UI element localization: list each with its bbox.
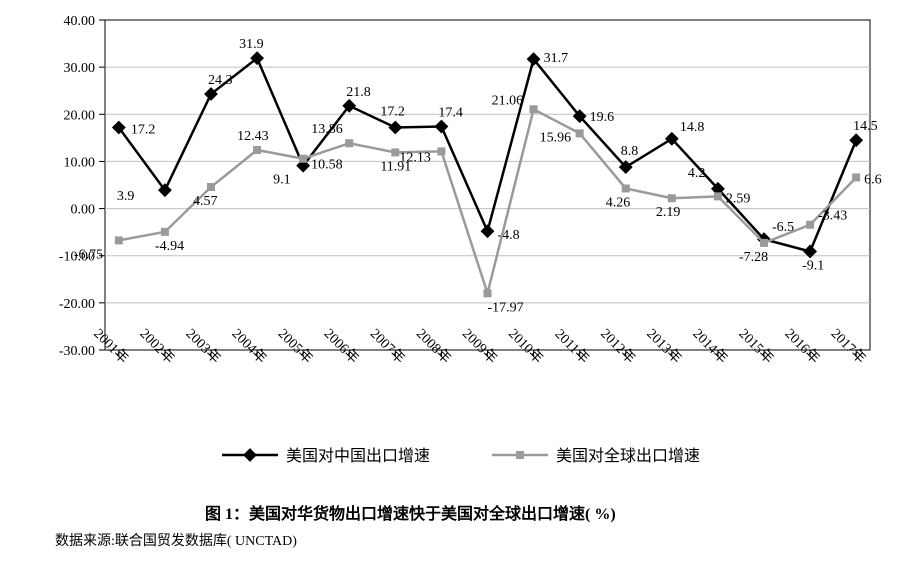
y-tick-label: 20.00 [64,108,96,123]
data-label: 19.6 [590,110,615,125]
caption-text: 美国对华货物出口增速快于美国对全球出口增速( %) [249,506,616,523]
data-label: 24.3 [208,73,233,88]
square-marker [115,236,123,244]
square-marker [161,228,169,236]
data-label: -17.97 [488,300,524,315]
diamond-marker [803,245,817,259]
data-label: 12.43 [237,129,269,144]
x-tick-label: 2014年 [689,326,730,367]
data-label: 2.19 [656,205,681,220]
square-marker [714,192,722,200]
data-label: 17.2 [131,122,156,137]
square-marker [345,139,353,147]
data-label: 6.6 [864,172,882,187]
source-label: 数据来源: [55,534,115,549]
square-marker [668,194,676,202]
square-marker [576,129,584,137]
x-tick-label: 2002年 [136,326,177,367]
figure-container: 40.0030.0020.0010.000.00-10.00-20.00-30.… [0,0,899,567]
data-label: 10.58 [311,158,343,173]
data-label: 21.8 [346,85,371,100]
square-marker [530,105,538,113]
square-marker [484,289,492,297]
y-tick-label: -30.00 [59,344,95,359]
data-label: 4.57 [193,194,218,209]
diamond-marker [849,133,863,147]
legend-square-icon [516,451,524,459]
x-tick-label: 2005年 [275,326,316,367]
diamond-marker [434,120,448,134]
data-label: -7.28 [739,250,768,265]
x-tick-label: 2012年 [597,326,638,367]
x-tick-label: 2006年 [321,326,362,367]
data-label: 31.7 [544,51,569,66]
data-label: -4.94 [155,239,184,254]
data-label: 21.06 [492,93,524,108]
data-label: 17.4 [438,106,463,121]
x-tick-label: 2017年 [828,326,869,367]
x-tick-label: 2004年 [229,326,270,367]
data-label: 14.8 [680,120,705,135]
x-tick-label: 2003年 [182,326,223,367]
caption-prefix: 图 1： [205,506,249,523]
diamond-marker [388,121,402,135]
legend-label: 美国对全球出口增速 [556,447,700,465]
square-marker [207,183,215,191]
x-tick-label: 2011年 [552,326,593,367]
source-text: 联合国贸发数据库( UNCTAD) [115,534,297,549]
square-marker [253,146,261,154]
figure-source: 数据来源:联合国贸发数据库( UNCTAD) [55,530,297,550]
data-label: 17.2 [380,104,405,119]
data-label: 15.96 [540,130,572,145]
square-marker [622,184,630,192]
data-label: 4.2 [688,166,706,181]
data-label: 4.26 [606,195,631,210]
diamond-marker [481,224,495,238]
figure-caption: 图 1：美国对华货物出口增速快于美国对全球出口增速( %) [205,500,616,524]
square-marker [391,148,399,156]
line-chart: 40.0030.0020.0010.000.00-10.00-20.00-30.… [0,0,899,567]
y-tick-label: 40.00 [64,14,96,29]
square-marker [760,239,768,247]
y-tick-label: 10.00 [64,155,96,170]
square-marker [852,173,860,181]
square-marker [806,221,814,229]
x-tick-label: 2013年 [643,326,684,367]
x-tick-label: 2009年 [459,326,500,367]
y-tick-label: 0.00 [71,203,96,218]
data-label: -9.1 [802,258,824,273]
data-label: 13.86 [311,122,343,137]
data-label: 3.9 [117,189,135,204]
x-tick-label: 2008年 [413,326,454,367]
data-label: 31.9 [239,37,264,52]
legend-diamond-icon [243,448,257,462]
x-tick-label: 2016年 [782,326,823,367]
data-label: 8.8 [621,144,639,159]
square-marker [437,147,445,155]
data-label: 9.1 [273,173,291,188]
data-label: -6.75 [74,247,103,262]
x-tick-label: 2010年 [505,326,546,367]
y-tick-label: -20.00 [59,297,95,312]
square-marker [299,155,307,163]
legend-label: 美国对中国出口增速 [286,447,430,465]
data-label: 2.59 [726,191,751,206]
data-label: 14.5 [853,119,878,134]
y-tick-label: 30.00 [64,61,96,76]
x-tick-label: 2001年 [90,326,131,367]
data-label: 12.13 [399,150,431,165]
x-tick-label: 2007年 [367,326,408,367]
data-label: -3.43 [818,209,847,224]
x-tick-label: 2015年 [735,326,776,367]
